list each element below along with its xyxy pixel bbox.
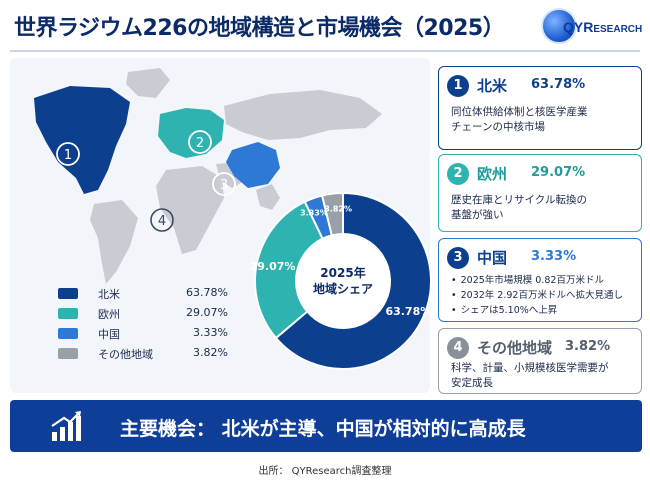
map-region-russia — [224, 90, 382, 140]
region-card-china: 3 中国 3.33% 2025年市場規模 0.82百万米ドル 2032年 2.9… — [438, 238, 642, 322]
map-region-south-america — [90, 200, 138, 284]
map-marker-2: 2 — [188, 130, 212, 154]
map-region-north-america — [34, 86, 130, 194]
banner-text: 主要機会： 北米が主導、中国が相対的に高成長 — [120, 418, 526, 440]
card-number-badge: 3 — [447, 247, 469, 269]
donut-center-label: 2025年 — [320, 265, 365, 280]
card-number-badge: 4 — [447, 337, 469, 359]
legend-label: 欧州 — [98, 308, 120, 321]
card-bullet: 2032年 2.92百万米ドルへ拡大見通し — [451, 288, 635, 303]
legend-label: 北米 — [98, 288, 120, 301]
map-region-se-asia — [256, 184, 280, 210]
donut-slice — [320, 191, 344, 237]
legend-label: その他地域 — [98, 348, 153, 361]
card-number-badge: 2 — [447, 163, 469, 185]
region-card-north-america: 1 北米 63.78% 同位体供給体制と核医学産業 チェーンの中核市場 — [438, 66, 642, 150]
legend-label: 中国 — [98, 328, 120, 341]
region-card-europe: 2 欧州 29.07% 歴史在庫とリサイクル転換の 基盤が強い — [438, 154, 642, 232]
card-line: チェーンの中核市場 — [451, 121, 545, 133]
map-region-greenland — [126, 68, 170, 98]
map-marker-1: 1 — [56, 142, 80, 166]
card-line: 安定成長 — [451, 377, 493, 389]
card-title: その他地域 — [477, 339, 553, 357]
card-description: 同位体供給体制と核医学産業 チェーンの中核市場 — [451, 105, 633, 135]
donut-center-label: 地域シェア — [313, 281, 373, 296]
map-marker-label: 3 — [220, 178, 228, 193]
card-bullet-list: 2025年市場規模 0.82百万米ドル 2032年 2.92百万米ドルへ拡大見通… — [451, 273, 635, 318]
map-marker-3: 3 — [212, 172, 236, 196]
donut-slice-label: 3.82% — [324, 205, 352, 214]
card-title: 北米 — [477, 77, 508, 95]
legend-value: 3.33% — [193, 326, 228, 339]
card-line: 科学、計量、小規模核医学需要が — [451, 362, 609, 374]
donut-slice — [274, 191, 432, 370]
map-marker-label: 2 — [196, 136, 204, 151]
card-title: 中国 — [477, 249, 508, 267]
donut-slice-label: 29.07% — [250, 260, 296, 273]
card-bullet: 2025年市場規模 0.82百万米ドル — [451, 273, 635, 288]
chart-legend: 北米 63.78% 欧州 29.07% 中国 3.33% その他地域 3.82% — [58, 284, 228, 364]
legend-swatch — [58, 308, 78, 319]
card-line: 基盤が強い — [451, 209, 504, 221]
legend-value: 63.78% — [186, 286, 228, 299]
card-number-badge: 1 — [447, 75, 469, 97]
legend-value: 3.82% — [193, 346, 228, 359]
card-title: 欧州 — [477, 165, 508, 183]
logo-text: QYRESEARCH — [563, 19, 643, 35]
chart-panel: 1 2 3 4 63.78% 29.07% 3.33% 3.82% 2025年 地域シェア… — [10, 58, 432, 393]
map-marker-label: 4 — [158, 214, 166, 229]
card-percentage: 63.78% — [531, 77, 586, 92]
donut-center — [297, 235, 389, 327]
key-opportunity-banner: 主要機会： 北米が主導、中国が相対的に高成長 — [10, 400, 642, 452]
growth-chart-icon — [51, 411, 81, 441]
map-region-africa — [156, 166, 224, 254]
legend-value: 29.07% — [186, 306, 228, 319]
card-percentage: 29.07% — [531, 165, 586, 180]
card-description: 科学、計量、小規模核医学需要が 安定成長 — [451, 361, 633, 391]
map-marker-label: 1 — [64, 148, 72, 163]
globe-icon — [541, 8, 577, 44]
legend-swatch — [58, 288, 78, 299]
legend-swatch — [58, 348, 78, 359]
map-region-europe — [158, 108, 224, 158]
map-marker-4: 4 — [150, 208, 174, 232]
legend-item: 中国 3.33% — [58, 324, 228, 344]
card-line: 歴史在庫とリサイクル転換の — [451, 194, 587, 206]
legend-item: その他地域 3.82% — [58, 344, 228, 364]
legend-item: 欧州 29.07% — [58, 304, 228, 324]
source-note: 出所： QYResearch調査整理 — [258, 466, 392, 477]
page-title: 世界ラジウム226の地域構造と市場機会（2025） — [14, 16, 505, 41]
donut-slice — [254, 200, 324, 340]
card-line: 同位体供給体制と核医学産業 — [451, 106, 588, 118]
donut-slice-label: 63.78% — [385, 305, 431, 318]
legend-swatch — [58, 328, 78, 339]
title-divider — [10, 50, 640, 52]
card-percentage: 3.33% — [531, 249, 577, 264]
legend-item: 北米 63.78% — [58, 284, 228, 304]
card-percentage: 3.82% — [565, 339, 611, 354]
card-bullet: シェアは5.10%へ上昇 — [451, 303, 635, 318]
region-card-other: 4 その他地域 3.82% 科学、計量、小規模核医学需要が 安定成長 — [438, 328, 642, 394]
map-region-china — [226, 142, 280, 188]
brand-logo: QYRESEARCH — [535, 6, 645, 48]
donut-slice-label: 3.33% — [300, 208, 328, 217]
card-description: 歴史在庫とリサイクル転換の 基盤が強い — [451, 193, 633, 223]
